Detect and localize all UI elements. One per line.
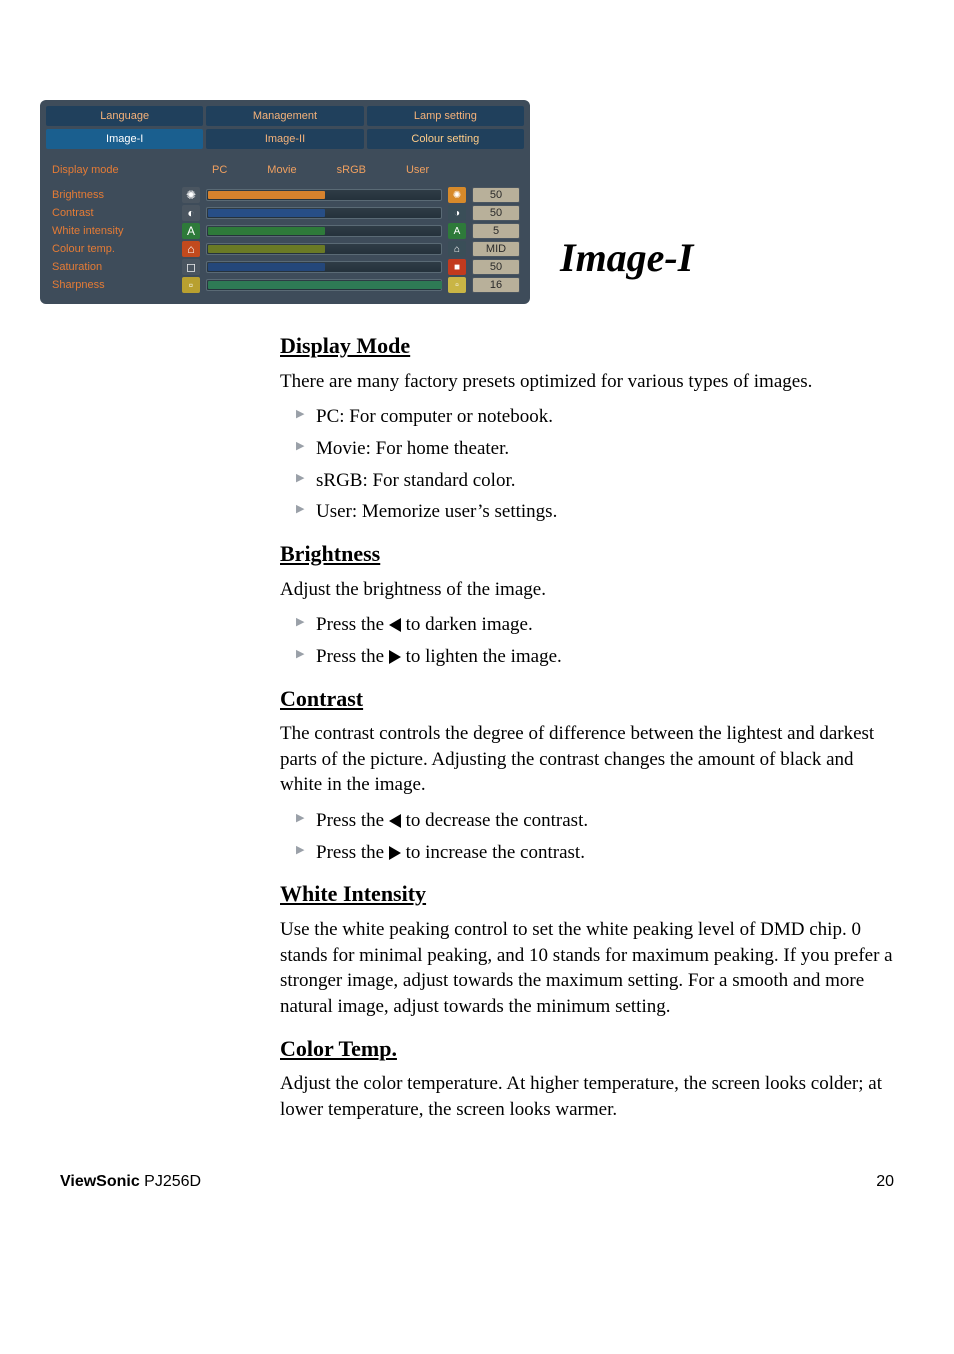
list-item: Press the to darken image. bbox=[296, 612, 894, 638]
osd-slider[interactable] bbox=[206, 243, 442, 255]
mode-pc[interactable]: PC bbox=[212, 164, 227, 176]
head-display-mode: Display Mode bbox=[280, 331, 894, 361]
intro-color-temp: Adjust the color temperature. At higher … bbox=[280, 1071, 894, 1122]
osd-slider-row: Brightness✺✺50 bbox=[52, 186, 520, 204]
page-footer: ViewSonic PJ256D 20 bbox=[60, 1173, 894, 1191]
slider-end-icon: ■ bbox=[448, 259, 466, 275]
osd-value: MID bbox=[472, 241, 520, 257]
footer-model: PJ256D bbox=[140, 1173, 201, 1190]
text: to decrease the contrast. bbox=[401, 810, 588, 831]
osd-display-modes: PC Movie sRGB User bbox=[212, 164, 429, 176]
list-item: Press the to increase the contrast. bbox=[296, 840, 894, 866]
page-content: Display Mode There are many factory pres… bbox=[280, 331, 894, 1123]
tab-colour-setting[interactable]: Colour setting bbox=[367, 129, 524, 149]
osd-slider[interactable] bbox=[206, 279, 442, 291]
text: to lighten the image. bbox=[401, 646, 562, 667]
text: to darken image. bbox=[401, 614, 533, 635]
tab-image-ii[interactable]: Image-II bbox=[206, 129, 363, 149]
osd-slider-row: Colour temp.⌂⌂MID bbox=[52, 240, 520, 258]
osd-label: Colour temp. bbox=[52, 243, 182, 255]
head-contrast: Contrast bbox=[280, 684, 894, 714]
list-item: Press the to decrease the contrast. bbox=[296, 808, 894, 834]
osd-value: 50 bbox=[472, 187, 520, 203]
intro-white-intensity: Use the white peaking control to set the… bbox=[280, 917, 894, 1020]
osd-slider-row: Sharpness▫▫16 bbox=[52, 276, 520, 294]
osd-label: Sharpness bbox=[52, 279, 182, 291]
osd-label: Contrast bbox=[52, 207, 182, 219]
footer-page-number: 20 bbox=[876, 1173, 894, 1191]
osd-slider[interactable] bbox=[206, 189, 442, 201]
osd-label: White intensity bbox=[52, 225, 182, 237]
osd-label: Saturation bbox=[52, 261, 182, 273]
osd-value: 16 bbox=[472, 277, 520, 293]
text: Press the bbox=[316, 646, 389, 667]
osd-body: Display mode PC Movie sRGB User Brightne… bbox=[46, 157, 524, 294]
osd-row-display-mode: Display mode PC Movie sRGB User bbox=[52, 161, 520, 179]
osd-slider[interactable] bbox=[206, 225, 442, 237]
mode-srgb[interactable]: sRGB bbox=[337, 164, 366, 176]
text: Press the bbox=[316, 614, 389, 635]
osd-label: Brightness bbox=[52, 189, 182, 201]
slider-start-icon: ✺ bbox=[182, 187, 200, 203]
intro-brightness: Adjust the brightness of the image. bbox=[280, 577, 894, 603]
list-item: User: Memorize user’s settings. bbox=[296, 499, 894, 525]
list-item: PC: For computer or notebook. bbox=[296, 404, 894, 430]
text: Press the bbox=[316, 842, 389, 863]
osd-value: 50 bbox=[472, 205, 520, 221]
slider-start-icon: ⌂ bbox=[182, 241, 200, 257]
osd-slider-row: Contrast◐ ◑ 50 bbox=[52, 204, 520, 222]
slider-end-icon: ⌂ bbox=[448, 241, 466, 257]
left-arrow-icon bbox=[389, 618, 401, 632]
slider-start-icon: ▫ bbox=[182, 277, 200, 293]
head-white-intensity: White Intensity bbox=[280, 879, 894, 909]
slider-start-icon: ◻ bbox=[182, 259, 200, 275]
slider-end-icon: ◑ bbox=[448, 205, 466, 221]
intro-display-mode: There are many factory presets optimized… bbox=[280, 369, 894, 395]
tab-image-i[interactable]: Image-I bbox=[46, 129, 203, 149]
tab-management[interactable]: Management bbox=[206, 106, 363, 126]
list-item: Press the to lighten the image. bbox=[296, 644, 894, 670]
osd-tabs: Language Management Lamp setting Image-I… bbox=[46, 106, 524, 149]
slider-end-icon: ▫ bbox=[448, 277, 466, 293]
footer-brand: ViewSonic bbox=[60, 1173, 140, 1190]
right-arrow-icon bbox=[389, 650, 401, 664]
osd-slider-row: White intensityAA5 bbox=[52, 222, 520, 240]
text: Press the bbox=[316, 810, 389, 831]
list-item: Movie: For home theater. bbox=[296, 436, 894, 462]
tab-language[interactable]: Language bbox=[46, 106, 203, 126]
osd-value: 5 bbox=[472, 223, 520, 239]
mode-movie[interactable]: Movie bbox=[267, 164, 296, 176]
intro-contrast: The contrast controls the degree of diff… bbox=[280, 721, 894, 798]
slider-start-icon: A bbox=[182, 223, 200, 239]
page-title: Image-I bbox=[560, 234, 894, 281]
osd-slider[interactable] bbox=[206, 261, 442, 273]
mode-user[interactable]: User bbox=[406, 164, 429, 176]
tab-lamp-setting[interactable]: Lamp setting bbox=[367, 106, 524, 126]
osd-label: Display mode bbox=[52, 164, 182, 176]
slider-end-icon: A bbox=[448, 223, 466, 239]
osd-menu: Language Management Lamp setting Image-I… bbox=[40, 100, 530, 304]
left-arrow-icon bbox=[389, 814, 401, 828]
osd-slider[interactable] bbox=[206, 207, 442, 219]
head-color-temp: Color Temp. bbox=[280, 1034, 894, 1064]
list-item: sRGB: For standard color. bbox=[296, 468, 894, 494]
list-display-mode: PC: For computer or notebook. Movie: For… bbox=[296, 404, 894, 525]
text: to increase the contrast. bbox=[401, 842, 585, 863]
head-brightness: Brightness bbox=[280, 539, 894, 569]
slider-end-icon: ✺ bbox=[448, 187, 466, 203]
osd-value: 50 bbox=[472, 259, 520, 275]
slider-start-icon: ◐ bbox=[182, 205, 200, 221]
right-arrow-icon bbox=[389, 846, 401, 860]
osd-slider-row: Saturation◻ ■ 50 bbox=[52, 258, 520, 276]
